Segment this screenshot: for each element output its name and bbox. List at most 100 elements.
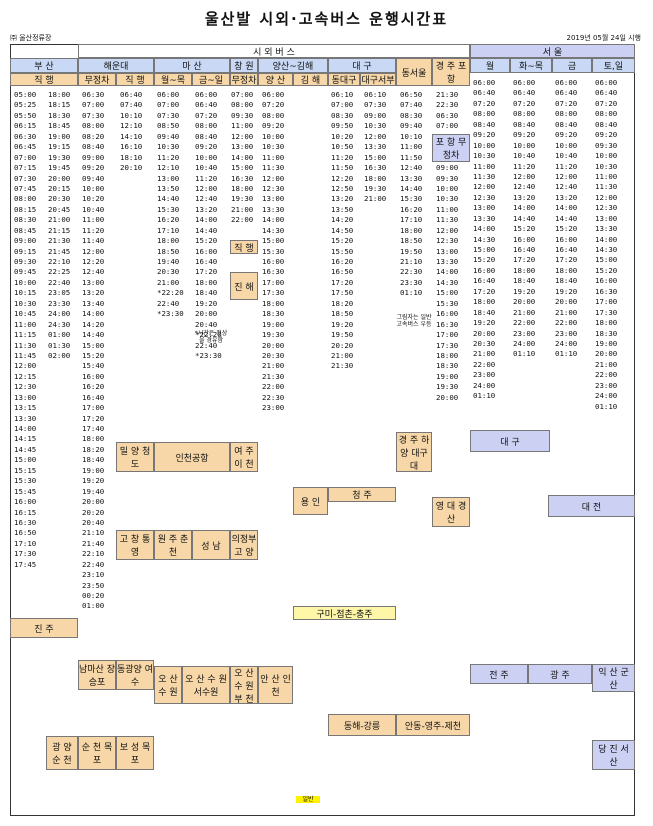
time-cell: 16:20: [82, 382, 105, 392]
time-cell: 22:00: [473, 359, 496, 369]
issuer-label: ㈜ 울산정류장: [10, 34, 52, 42]
osan-bucheon-header: 오 산 수 원 부 천: [230, 666, 258, 705]
time-cell: 07:20: [262, 100, 285, 110]
donghae-header: 동해-강릉: [328, 714, 396, 736]
time-cell: 21:10: [82, 528, 105, 538]
time-cell: 06:00: [473, 78, 496, 87]
time-cell: 18:30: [436, 361, 459, 371]
time-cell: 19:20: [513, 286, 536, 296]
time-cell: 11:00: [473, 161, 496, 171]
time-cell: 23:00: [473, 370, 496, 380]
suncheon-header: 순 천 목 포: [78, 736, 116, 770]
time-cell: 08:00: [473, 109, 496, 119]
time-cell: 09:20: [195, 142, 218, 152]
time-cell: 18:00: [157, 236, 180, 246]
time-cell: *23:30: [195, 350, 222, 360]
time-cell: 10:50: [331, 142, 354, 152]
time-cell: 09:40: [157, 131, 180, 141]
time-cell: 10:10: [400, 131, 423, 141]
time-cell: 17:10: [157, 225, 180, 235]
time-cell: 14:30: [436, 277, 459, 287]
intercity-group-header: 시 외 버 스: [78, 44, 470, 58]
time-cell: 10:40: [195, 163, 218, 173]
time-cell: 07:40: [400, 100, 423, 110]
time-cell: 13:30: [262, 204, 285, 214]
time-cell: 20:00: [473, 328, 496, 338]
time-cell: 19:50: [331, 330, 354, 340]
effective-date: 2019년 05월 24일 시행: [566, 34, 641, 42]
time-cell: 13:20: [513, 192, 536, 202]
changwon-times: 07:00 08:00 09:30 11:00 12:00 13:00 14:00 15:00…: [231, 90, 253, 226]
time-cell: 23:10: [82, 570, 105, 580]
time-cell: 13:50: [157, 183, 180, 193]
gyeongju-pohang-header: 경 주 포 항: [432, 58, 470, 86]
time-cell: 18:00: [231, 183, 254, 193]
time-cell: 11:20: [195, 173, 218, 183]
time-cell: 16:00: [262, 257, 285, 266]
time-cell: 08:30: [331, 110, 354, 120]
time-cell: *23:30: [157, 309, 184, 319]
time-cell: 11:00: [595, 171, 618, 181]
time-cell: 15:00: [14, 455, 37, 465]
time-cell: 21:00: [595, 359, 618, 369]
time-cell: 06:00: [555, 78, 578, 87]
yeoju-header: 여 주 이 천: [230, 442, 258, 472]
time-cell: 10:45: [14, 309, 37, 319]
time-cell: 06:00: [157, 90, 180, 99]
time-cell: 20:20: [82, 507, 105, 517]
time-cell: 06:00: [513, 78, 536, 87]
time-cell: 22:25: [48, 267, 71, 277]
time-cell: 12:00: [231, 131, 254, 141]
time-cell: 07:20: [195, 110, 218, 120]
time-cell: 20:00: [82, 497, 105, 507]
time-cell: 19:40: [82, 486, 105, 496]
time-cell: 21:00: [48, 215, 71, 225]
time-cell: 07:45: [14, 183, 37, 193]
time-cell: 13:20: [195, 204, 218, 214]
time-cell: 09:45: [14, 267, 37, 277]
time-cell: 14:45: [14, 444, 37, 454]
time-cell: 10:00: [82, 183, 105, 193]
time-cell: 16:40: [555, 245, 578, 254]
time-cell: 20:20: [331, 340, 354, 350]
time-cell: 11:45: [14, 350, 37, 360]
time-cell: 19:30: [262, 330, 285, 340]
time-cell: 16:40: [473, 276, 496, 286]
time-cell: 10:40: [513, 151, 536, 161]
time-cell: 06:00: [262, 90, 285, 99]
time-cell: 16:30: [231, 173, 254, 183]
time-cell: 20:10: [120, 163, 143, 173]
time-cell: 22:40: [157, 298, 180, 308]
daegu-group-header: 대 구: [470, 430, 550, 452]
time-cell: 20:15: [48, 183, 71, 193]
time-cell: 23:00: [555, 328, 578, 338]
time-cell: 22:40: [195, 340, 218, 350]
time-cell: 11:15: [14, 330, 37, 340]
time-cell: 05:25: [14, 100, 37, 110]
time-cell: 13:15: [14, 403, 37, 413]
time-cell: 06:00: [595, 78, 618, 87]
time-cell: 15:00: [473, 245, 496, 254]
seoul-tue-times: 06:00 06:40 07:20 08:00 08:40 09:20 10:00 10:40…: [513, 78, 535, 360]
time-cell: 09:30: [231, 110, 254, 120]
time-cell: 11:00: [400, 142, 423, 152]
time-cell: 19:00: [48, 131, 71, 141]
time-cell: 07:30: [14, 173, 37, 183]
time-cell: 19:50: [400, 246, 423, 256]
seoul-fri-times: 06:00 06:40 07:20 08:00 08:40 09:20 10:00 10:40…: [555, 78, 577, 360]
time-cell: 14:00: [14, 424, 37, 433]
time-cell: 16:30: [262, 267, 285, 277]
time-cell: 19:20: [82, 476, 105, 486]
time-cell: 18:00: [195, 277, 218, 287]
time-cell: 22:40: [48, 277, 71, 287]
yangsan-sub: 양 산: [258, 73, 293, 86]
time-cell: 24:00: [595, 391, 618, 401]
time-cell: 14:00: [82, 309, 105, 319]
masan-header: 마 산: [154, 58, 230, 73]
time-cell: 20:40: [195, 319, 218, 329]
time-cell: 21:00: [331, 350, 354, 360]
wonju-header: 원 주 춘 천: [154, 530, 192, 560]
time-cell: 15:00: [82, 340, 105, 350]
time-cell: 15:00: [436, 288, 459, 298]
busan-times-b: 18:00 18:15 18:30 18:45 19:00 19:15 19:30 19:45…: [48, 90, 70, 361]
